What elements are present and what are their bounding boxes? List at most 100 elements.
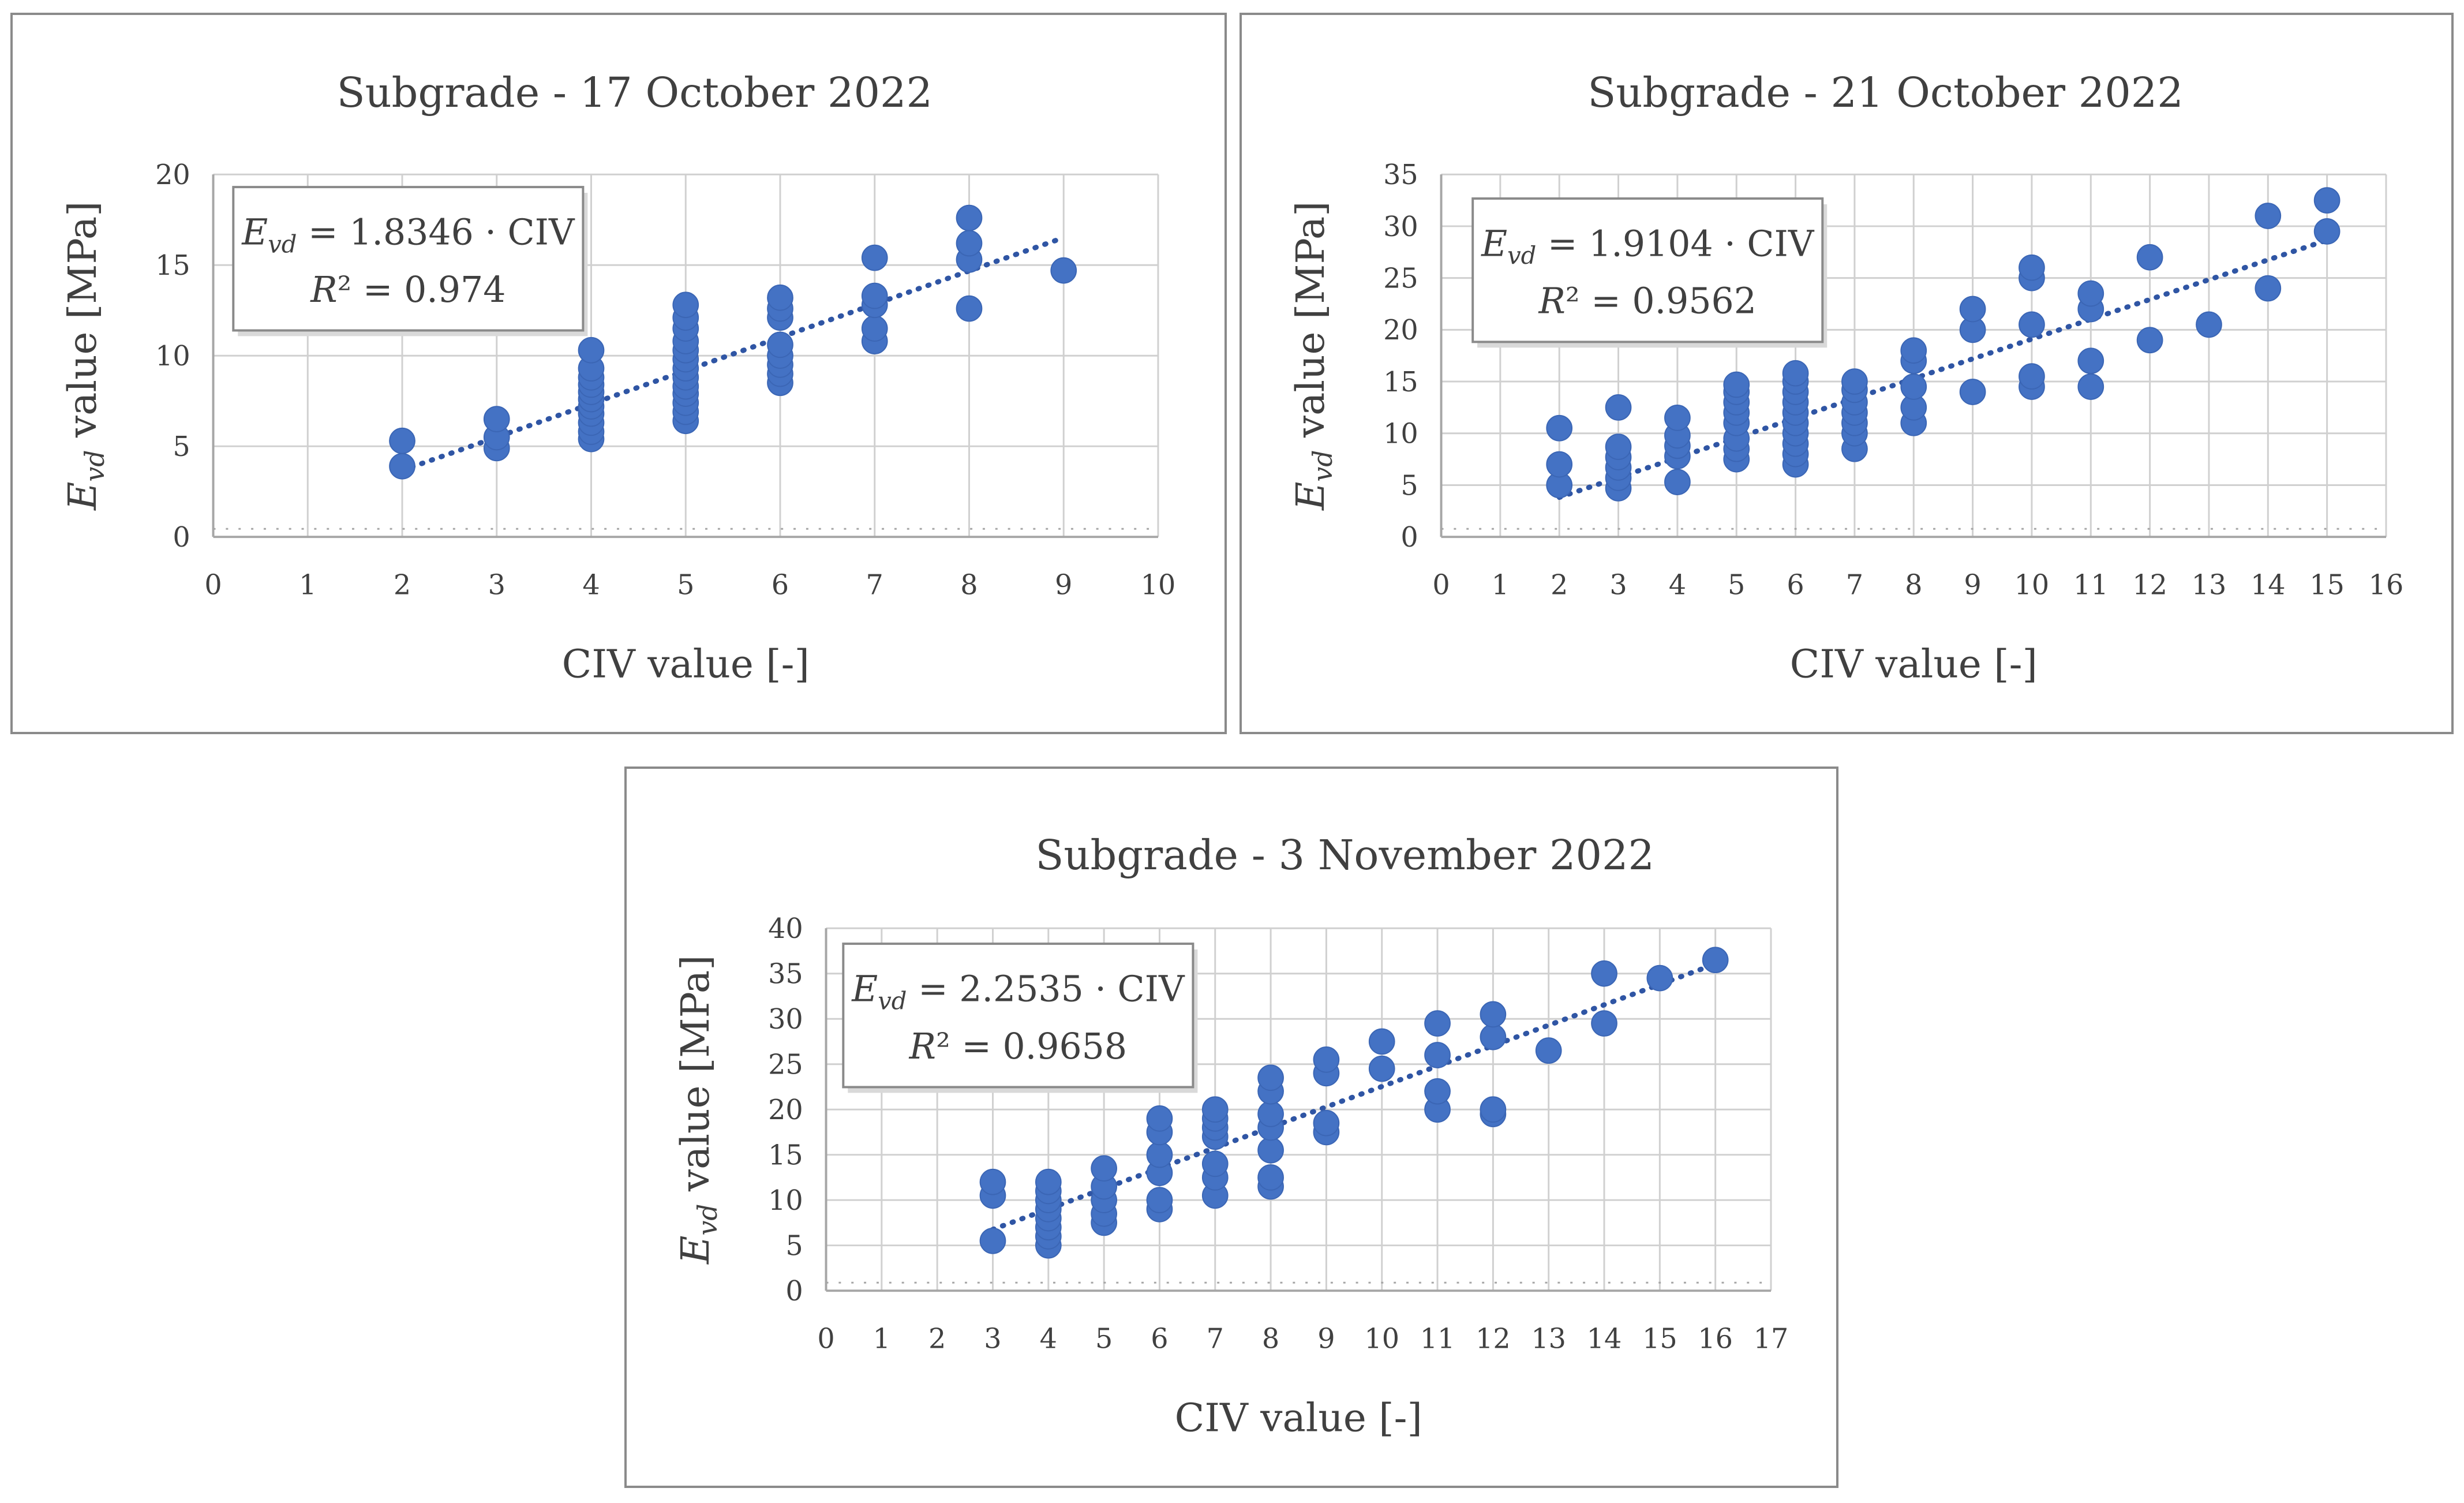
trendline [990,961,1718,1232]
data-point [1900,337,1927,364]
x-tick-label: 11 [1420,1323,1455,1355]
y-tick-label: 0 [785,1276,803,1307]
y-tick-label: 5 [1400,470,1418,502]
y-tick-label: 30 [1383,211,1418,243]
data-point [1900,373,1927,400]
y-tick-label: 15 [768,1140,803,1172]
data-point [2255,275,2282,302]
x-tick-label: 2 [394,570,411,601]
y-axis-label: Evd value [MPa] [672,955,723,1265]
x-tick-label: 5 [1728,570,1745,601]
y-tick-label: 0 [1400,522,1418,554]
trendline [399,235,1066,473]
x-tick-label: 16 [1698,1323,1733,1355]
y-tick-label: 20 [155,159,190,191]
x-tick-label: 0 [204,570,222,601]
data-point [861,282,888,309]
equation-box: Evd = 1.9104 · CIV R² = 0.9562 [1471,197,1828,348]
data-point [1605,433,1632,460]
data-point [1480,1001,1507,1028]
x-axis-label: CIV value [-] [562,641,810,687]
data-point [767,284,793,311]
x-tick-label: 3 [984,1323,1001,1355]
data-point [1959,296,1986,323]
x-tick-label: 10 [1364,1323,1399,1355]
data-point [1313,1109,1340,1136]
data-point [1546,451,1573,478]
equation-frame [232,186,585,332]
x-tick-label: 7 [866,570,883,601]
data-point [2019,311,2045,338]
x-tick-label: 11 [2073,570,2109,601]
x-tick-label: 9 [1964,570,1981,601]
data-point [1424,1078,1451,1105]
data-points [979,947,1729,1259]
data-point [1313,1046,1340,1073]
x-tick-label: 14 [2250,570,2286,601]
data-point [1959,379,1986,405]
x-tick-label: 4 [1040,1323,1057,1355]
x-tick-label: 10 [1141,570,1176,601]
y-tick-label: 20 [768,1094,803,1126]
data-point [861,315,888,342]
x-tick-label: 12 [2132,570,2167,601]
data-point [2136,244,2163,271]
equation-box: Evd = 2.2535 · CIV R² = 0.9658 [842,943,1198,1093]
data-point [1146,1141,1173,1168]
data-point [767,331,793,358]
data-point [1368,1055,1395,1082]
x-tick-label: 5 [677,570,694,601]
data-point [1480,1023,1507,1050]
x-tick-label: 9 [1055,570,1072,601]
data-point [1702,947,1729,974]
y-tick-label: 40 [768,913,803,945]
data-point [1591,1010,1617,1037]
equation-line: Evd = 1.9104 · CIV [1481,223,1815,270]
x-tick-label: 8 [960,570,978,601]
x-tick-label: 6 [1151,1323,1168,1355]
data-point [1546,414,1573,442]
y-tick-label: 10 [1383,418,1418,450]
data-point [1605,394,1632,421]
r-squared-line: R² = 0.9562 [1538,281,1757,322]
data-point [1050,257,1077,284]
x-tick-label: 15 [1642,1323,1677,1355]
chart-panel-17-october: Subgrade - 17 October 2022 0 1 2 3 4 5 6 7 8 9 10 0 5… [10,13,1227,734]
data-point [1723,371,1750,398]
data-point [1424,1010,1451,1037]
y-axis-label: Evd value [MPa] [59,201,110,511]
data-point [2077,280,2104,307]
equation-line: Evd = 2.2535 · CIV [851,968,1185,1015]
x-tick-label: 1 [1492,570,1509,601]
equation-line: Evd = 1.8346 · CIV [241,211,575,258]
x-tick-label: 10 [2014,570,2050,601]
y-tick-label: 0 [173,522,190,554]
data-point [1535,1037,1562,1064]
data-point [483,406,510,432]
chart-title: Subgrade - 3 November 2022 [1035,831,1654,879]
y-tick-label: 30 [768,1004,803,1035]
y-tick-label: 35 [1383,159,1418,191]
x-tick-label: 7 [1207,1323,1224,1355]
equation-frame [842,943,1194,1089]
data-point [389,427,415,454]
x-tick-label: 4 [1669,570,1686,601]
data-point [1035,1168,1062,1195]
y-tick-label: 10 [768,1185,803,1217]
data-point [1146,1187,1173,1214]
y-tick-label: 20 [1383,315,1418,346]
data-point [2019,254,2045,281]
data-point [1664,469,1691,495]
x-tick-label: 16 [2369,570,2404,601]
data-point [1257,1101,1284,1127]
data-point [1646,964,1673,992]
data-point [2019,363,2045,390]
x-tick-label: 6 [1787,570,1804,601]
y-tick-label: 10 [155,341,190,372]
x-tick-label: 3 [1609,570,1627,601]
data-point [2077,347,2104,375]
equation-box: Evd = 1.8346 · CIV R² = 0.974 [232,186,588,337]
y-tick-label: 15 [1383,367,1418,398]
